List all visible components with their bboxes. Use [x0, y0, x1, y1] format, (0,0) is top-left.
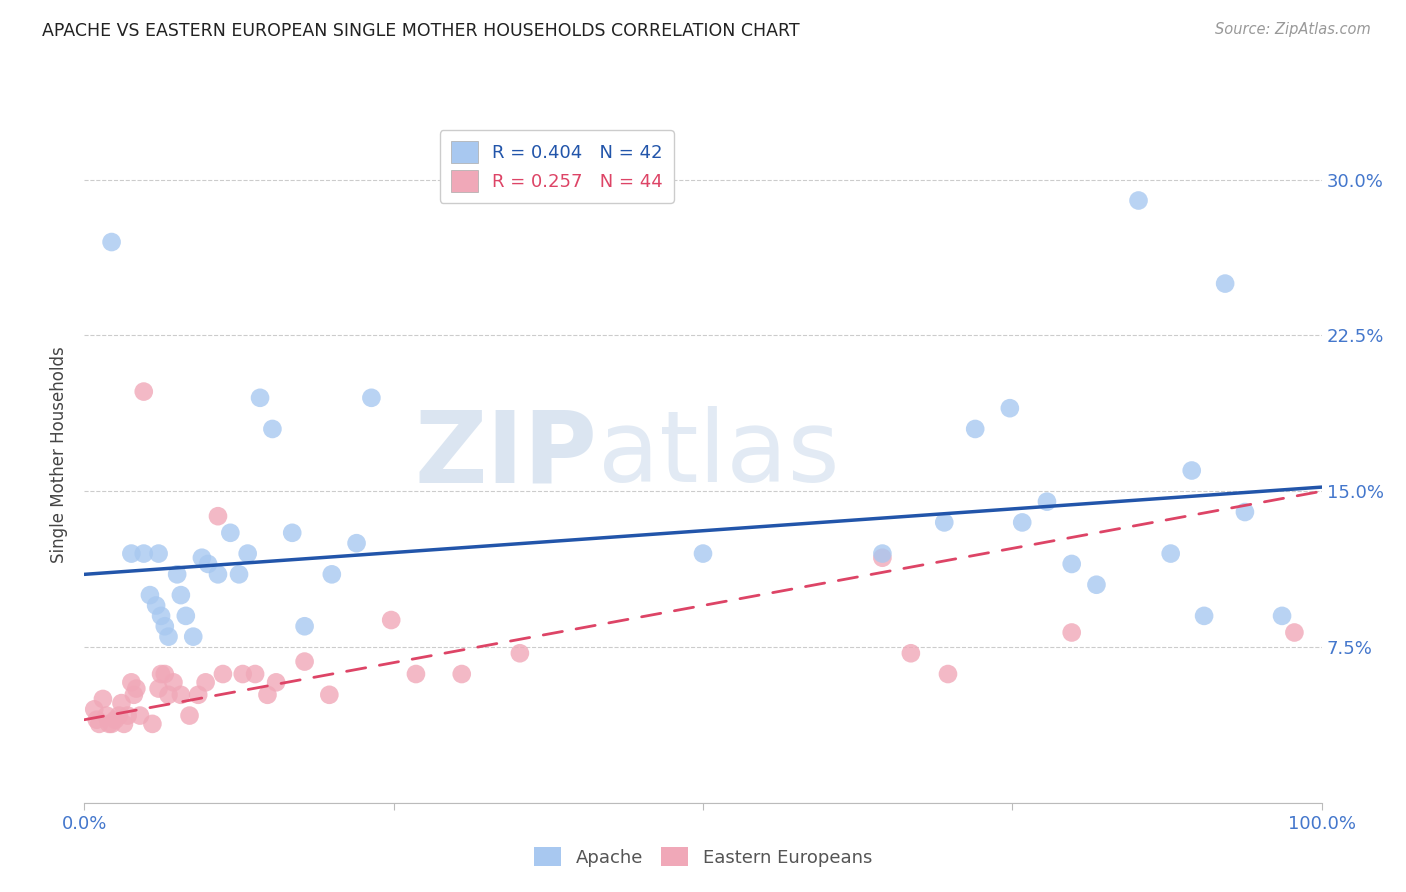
Point [162, 675, 184, 690]
Point [1011, 516, 1033, 530]
Point [1060, 557, 1083, 571]
Point [83, 702, 105, 716]
Legend: Apache, Eastern Europeans: Apache, Eastern Europeans [527, 840, 879, 874]
Point [264, 675, 287, 690]
Point [96, 708, 118, 723]
Point [174, 608, 197, 623]
Point [294, 655, 316, 669]
Point [1192, 608, 1215, 623]
Point [91, 692, 114, 706]
Point [965, 422, 987, 436]
Point [380, 613, 402, 627]
Point [243, 667, 266, 681]
Point [249, 391, 271, 405]
Point [1128, 194, 1150, 208]
Point [129, 708, 152, 723]
Point [191, 550, 214, 565]
Point [405, 667, 427, 681]
Point [934, 516, 956, 530]
Point [108, 708, 131, 723]
Point [170, 688, 193, 702]
Point [181, 630, 204, 644]
Point [150, 667, 173, 681]
Point [148, 681, 170, 696]
Point [166, 567, 188, 582]
Point [104, 713, 127, 727]
Legend: R = 0.404   N = 42, R = 0.257   N = 44: R = 0.404 N = 42, R = 0.257 N = 44 [440, 130, 673, 202]
Point [450, 667, 472, 681]
Point [207, 509, 229, 524]
Point [141, 717, 163, 731]
Point [232, 667, 254, 681]
Point [139, 588, 162, 602]
Point [153, 619, 176, 633]
Point [179, 708, 201, 723]
Point [872, 550, 894, 565]
Point [219, 525, 242, 540]
Point [148, 547, 170, 561]
Point [228, 567, 250, 582]
Point [1284, 625, 1306, 640]
Point [122, 688, 145, 702]
Point [236, 547, 259, 561]
Point [112, 717, 135, 731]
Text: APACHE VS EASTERN EUROPEAN SINGLE MOTHER HOUSEHOLDS CORRELATION CHART: APACHE VS EASTERN EUROPEAN SINGLE MOTHER… [42, 22, 800, 40]
Point [1181, 463, 1204, 477]
Point [98, 717, 121, 731]
Text: atlas: atlas [598, 407, 839, 503]
Point [145, 599, 167, 613]
Point [89, 717, 111, 731]
Point [318, 688, 340, 702]
Point [132, 547, 155, 561]
Point [157, 630, 180, 644]
Point [1233, 505, 1256, 519]
Point [900, 646, 922, 660]
Point [132, 384, 155, 399]
Text: ZIP: ZIP [415, 407, 598, 503]
Point [120, 547, 142, 561]
Point [170, 588, 193, 602]
Point [100, 717, 122, 731]
Point [692, 547, 714, 561]
Point [1213, 277, 1236, 291]
Point [207, 567, 229, 582]
Point [86, 713, 108, 727]
Point [509, 646, 531, 660]
Point [281, 525, 304, 540]
Point [346, 536, 368, 550]
Point [157, 688, 180, 702]
Point [872, 547, 894, 561]
Point [936, 667, 959, 681]
Point [120, 675, 142, 690]
Point [1271, 608, 1294, 623]
Point [197, 557, 219, 571]
Y-axis label: Single Mother Households: Single Mother Households [51, 347, 69, 563]
Point [321, 567, 343, 582]
Text: Source: ZipAtlas.com: Source: ZipAtlas.com [1215, 22, 1371, 37]
Point [262, 422, 284, 436]
Point [187, 688, 209, 702]
Point [100, 235, 122, 249]
Point [1036, 494, 1059, 508]
Point [153, 667, 176, 681]
Point [125, 681, 148, 696]
Point [194, 675, 217, 690]
Point [117, 708, 139, 723]
Point [1160, 547, 1182, 561]
Point [110, 696, 132, 710]
Point [294, 619, 316, 633]
Point [1060, 625, 1083, 640]
Point [1085, 578, 1108, 592]
Point [360, 391, 382, 405]
Point [212, 667, 235, 681]
Point [998, 401, 1021, 416]
Point [256, 688, 278, 702]
Point [150, 608, 173, 623]
